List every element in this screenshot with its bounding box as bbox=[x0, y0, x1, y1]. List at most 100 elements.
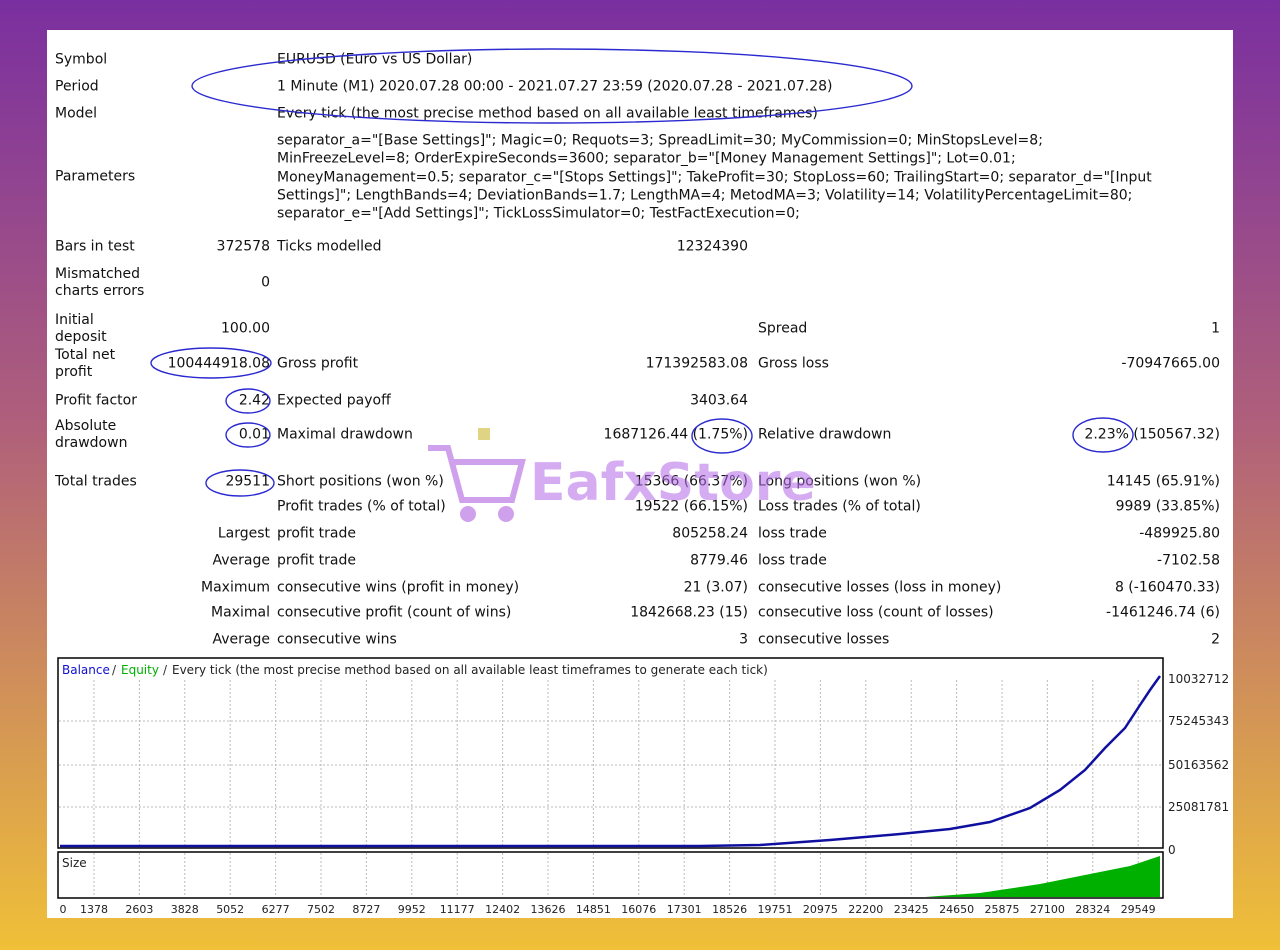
graph-frame bbox=[57, 657, 1164, 849]
balance-curve bbox=[60, 675, 1162, 848]
y-tick-label: 0 bbox=[1168, 843, 1176, 857]
stat-value: 2.23% (150567.32) bbox=[1084, 426, 1220, 443]
x-tick-label: 28324 bbox=[1075, 903, 1110, 916]
x-tick-label: 29549 bbox=[1121, 903, 1156, 916]
x-tick-label: 25875 bbox=[985, 903, 1020, 916]
x-tick-label: 24650 bbox=[939, 903, 974, 916]
stat-label: Initial deposit bbox=[55, 312, 107, 345]
stat-label: consecutive wins (profit in money) bbox=[277, 579, 520, 596]
stat-value: -489925.80 bbox=[1139, 525, 1220, 542]
stat-label: Total trades bbox=[55, 473, 137, 490]
stat-value: 2.42 bbox=[238, 392, 270, 409]
y-tick-label: 75245343 bbox=[1168, 714, 1229, 728]
x-tick-label: 16076 bbox=[621, 903, 656, 916]
field-value: 1 Minute (M1) 2020.07.28 00:00 - 2021.07… bbox=[277, 78, 833, 95]
field-label: Parameters bbox=[55, 168, 136, 185]
stat-value: 21 (3.07) bbox=[683, 579, 748, 596]
stat-value: 372578 bbox=[216, 238, 270, 255]
stat-value: 2 bbox=[1211, 631, 1220, 648]
stat-value: 8779.46 bbox=[690, 552, 748, 569]
stat-label: Gross loss bbox=[758, 355, 829, 372]
x-tick-label: 20975 bbox=[803, 903, 838, 916]
x-tick-label: 6277 bbox=[262, 903, 290, 916]
grid bbox=[59, 680, 1162, 897]
legend-balance: Balance bbox=[62, 663, 110, 677]
x-tick-label: 13626 bbox=[531, 903, 566, 916]
parameter-line: MoneyManagement=0.5; separator_c="[Stops… bbox=[277, 169, 1152, 186]
x-tick-label: 23425 bbox=[894, 903, 929, 916]
stat-label: consecutive losses (loss in money) bbox=[758, 579, 1002, 596]
stat-group: Maximum bbox=[201, 579, 270, 596]
stat-value: 805258.24 bbox=[672, 525, 748, 542]
field-value: EURUSD (Euro vs US Dollar) bbox=[277, 51, 473, 68]
stat-label: loss trade bbox=[758, 552, 827, 569]
stat-value: 100.00 bbox=[221, 320, 270, 337]
parameter-line: separator_e="[Add Settings]"; TickLossSi… bbox=[277, 205, 800, 222]
x-tick-label: 2603 bbox=[125, 903, 153, 916]
stat-label: Short positions (won %) bbox=[277, 473, 444, 490]
x-tick-label: 12402 bbox=[485, 903, 520, 916]
field-label: Symbol bbox=[55, 51, 108, 68]
x-tick-label: 18526 bbox=[712, 903, 747, 916]
x-tick-label: 7502 bbox=[307, 903, 335, 916]
stat-label: Bars in test bbox=[55, 238, 135, 255]
stat-value: 3403.64 bbox=[690, 392, 748, 409]
stat-value: 14145 (65.91%) bbox=[1106, 473, 1220, 490]
stat-label: loss trade bbox=[758, 525, 827, 542]
stat-value: 1842668.23 (15) bbox=[630, 604, 748, 621]
x-tick-label: 9952 bbox=[398, 903, 426, 916]
legend-model: Every tick (the most precise method base… bbox=[172, 663, 768, 677]
stat-value: 1 bbox=[1211, 320, 1220, 337]
stat-group: Average bbox=[212, 631, 271, 648]
stat-label: consecutive loss (count of losses) bbox=[758, 604, 994, 621]
stat-label: Expected payoff bbox=[277, 392, 391, 409]
x-tick-label: 22200 bbox=[848, 903, 883, 916]
stat-label: Maximal drawdown bbox=[277, 426, 413, 443]
stat-group: Average bbox=[212, 552, 271, 569]
annotations bbox=[150, 48, 1134, 497]
size-area bbox=[925, 856, 1160, 897]
stat-label: Long positions (won %) bbox=[758, 473, 922, 490]
stat-value: 0.01 bbox=[238, 426, 270, 443]
x-tick-label: 3828 bbox=[171, 903, 199, 916]
x-tick-label: 0 bbox=[60, 903, 67, 916]
stat-value: 9989 (33.85%) bbox=[1115, 498, 1220, 515]
stat-value: 8 (-160470.33) bbox=[1114, 579, 1220, 596]
field-label: Period bbox=[55, 78, 99, 95]
stat-label: profit trade bbox=[277, 525, 356, 542]
stat-label: Profit factor bbox=[55, 392, 137, 409]
stat-label: Profit trades (% of total) bbox=[277, 498, 446, 515]
y-tick-label: 10032712 bbox=[1168, 672, 1229, 686]
stat-value: 0 bbox=[261, 274, 270, 291]
stat-label: Loss trades (% of total) bbox=[758, 498, 921, 515]
stat-value: 100444918.08 bbox=[167, 355, 270, 372]
stat-label: Absolute drawdown bbox=[55, 418, 128, 451]
stat-label: consecutive losses bbox=[758, 631, 890, 648]
stat-label: Gross profit bbox=[277, 355, 359, 372]
x-tick-label: 17301 bbox=[667, 903, 702, 916]
field-label: Model bbox=[55, 105, 98, 122]
stat-group: Maximal bbox=[211, 604, 270, 621]
balance-graph: Balance / Equity / Every tick (the most … bbox=[57, 657, 1229, 916]
legend-sep: / bbox=[163, 663, 168, 677]
watermark-icon bbox=[428, 428, 526, 522]
parameter-line: Settings]"; LengthBands=4; DeviationBand… bbox=[277, 187, 1133, 204]
parameter-line: separator_a="[Base Settings]"; Magic=0; … bbox=[277, 132, 1043, 149]
stat-value: 29511 bbox=[225, 473, 270, 490]
y-tick-label: 50163562 bbox=[1168, 758, 1229, 772]
parameter-line: MinFreezeLevel=8; OrderExpireSeconds=360… bbox=[277, 150, 1016, 167]
stat-value: 171392583.08 bbox=[645, 355, 748, 372]
legend-sep: / bbox=[112, 663, 117, 677]
stat-value: -1461246.74 (6) bbox=[1106, 604, 1220, 621]
legend-equity: Equity bbox=[121, 663, 159, 677]
x-tick-label: 1378 bbox=[80, 903, 108, 916]
stat-label: profit trade bbox=[277, 552, 356, 569]
x-tick-label: 11177 bbox=[440, 903, 475, 916]
stat-value: 1687126.44 (1.75%) bbox=[603, 426, 748, 443]
y-tick-label: 25081781 bbox=[1168, 800, 1229, 814]
stat-label: Mismatched charts errors bbox=[55, 266, 145, 299]
stat-label: Spread bbox=[758, 320, 808, 337]
stat-group: Largest bbox=[217, 525, 270, 542]
